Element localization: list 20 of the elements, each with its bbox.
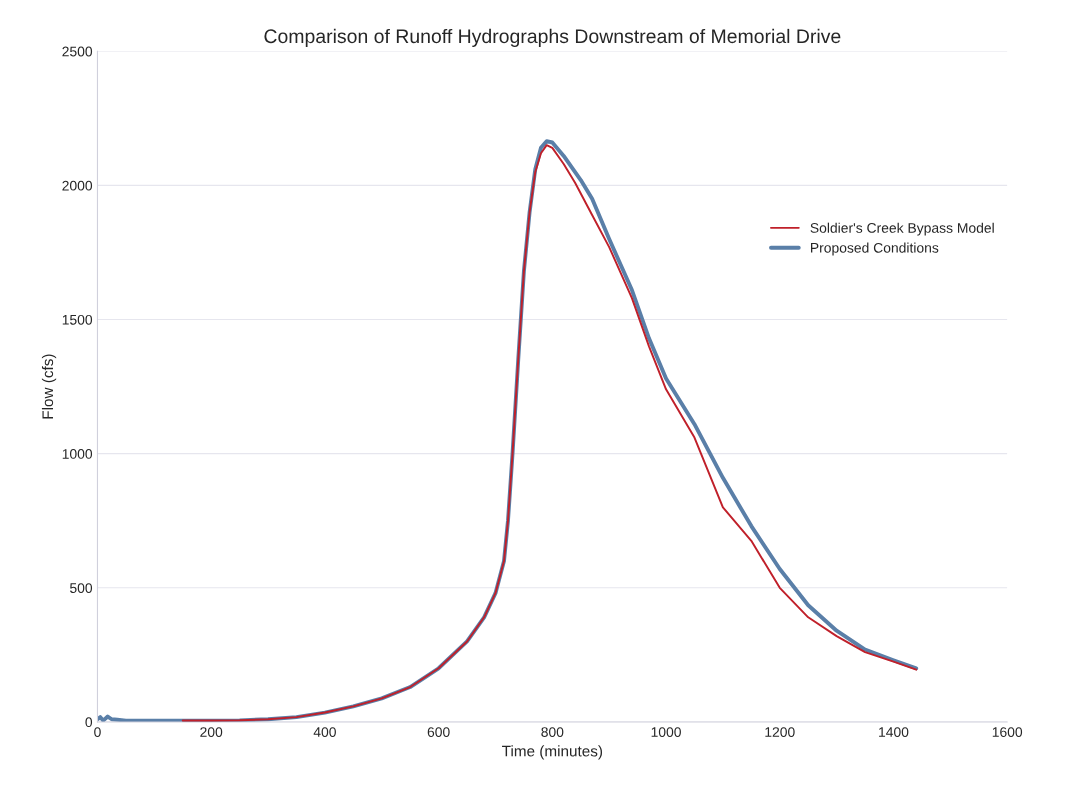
x-tick-label: 1600 xyxy=(992,727,1023,737)
y-tick-label: 2500 xyxy=(62,46,93,57)
x-axis-title: Time (minutes) xyxy=(502,745,603,760)
y-tick-label: 500 xyxy=(69,583,93,593)
x-tick-label: 600 xyxy=(427,727,450,737)
x-tick-label: 1200 xyxy=(765,727,795,737)
legend-label: Soldier's Creek Bypass Model xyxy=(810,222,994,236)
x-tick-label: 1400 xyxy=(879,727,909,737)
y-tick-label: 1500 xyxy=(62,314,93,325)
chart-title: Comparison of Runoff Hydrographs Downstream of Memorial Drive xyxy=(264,28,841,47)
x-tick-label: 400 xyxy=(313,727,336,737)
x-tick-label: 200 xyxy=(200,727,223,737)
y-tick-label: 1000 xyxy=(62,449,93,459)
y-tick-label: 2000 xyxy=(62,180,93,191)
y-axis-title: Flow (cfs) xyxy=(41,354,57,419)
x-tick-label: 0 xyxy=(94,727,101,737)
x-tick-label: 1000 xyxy=(651,727,681,737)
y-tick-label: 0 xyxy=(85,717,93,728)
x-tick-label: 800 xyxy=(541,727,564,737)
legend-label: Proposed Conditions xyxy=(811,242,939,256)
